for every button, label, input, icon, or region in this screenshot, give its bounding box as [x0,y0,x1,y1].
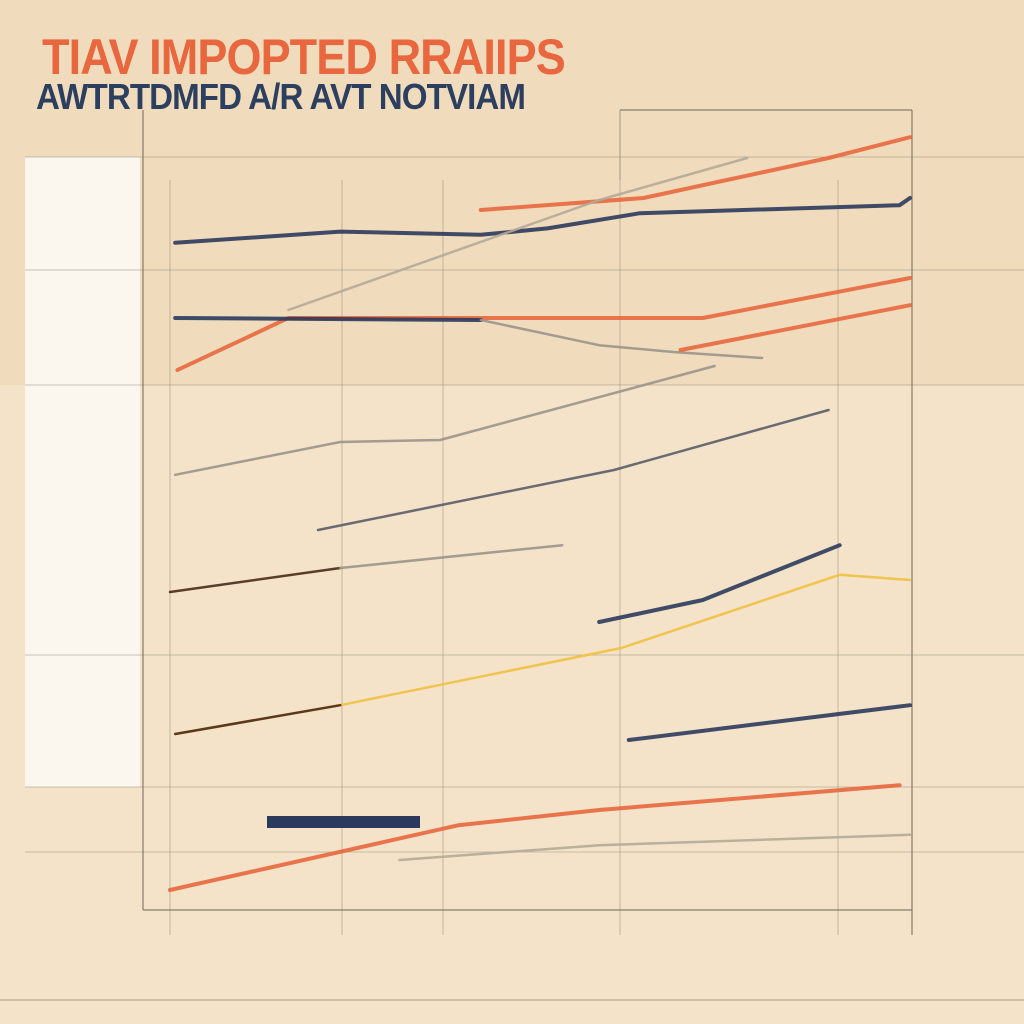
series-line-4 [173,316,483,322]
series-line-3 [175,276,912,372]
series-line-13 [173,703,342,736]
chart-title: TIAV IMPOPTED RRAIIPS [42,29,566,85]
series-line-1 [478,135,912,212]
series-line-11 [597,543,842,624]
series-line-8 [316,408,830,532]
series-line-6 [678,303,912,352]
series-line-15 [168,783,902,892]
series-line-12 [173,573,912,736]
series-line-7 [173,364,716,477]
series-line-5 [479,318,764,360]
series-line-16 [398,833,912,862]
series-line-10 [338,543,564,570]
series-line-9 [168,566,342,594]
highlight-bar [267,816,420,828]
label-panel [25,157,140,787]
series-line-2 [287,156,749,312]
chart-subtitle: AWTRTDMFD A/R AVT NOTVIAM [36,76,526,117]
series-line-14 [626,703,912,742]
